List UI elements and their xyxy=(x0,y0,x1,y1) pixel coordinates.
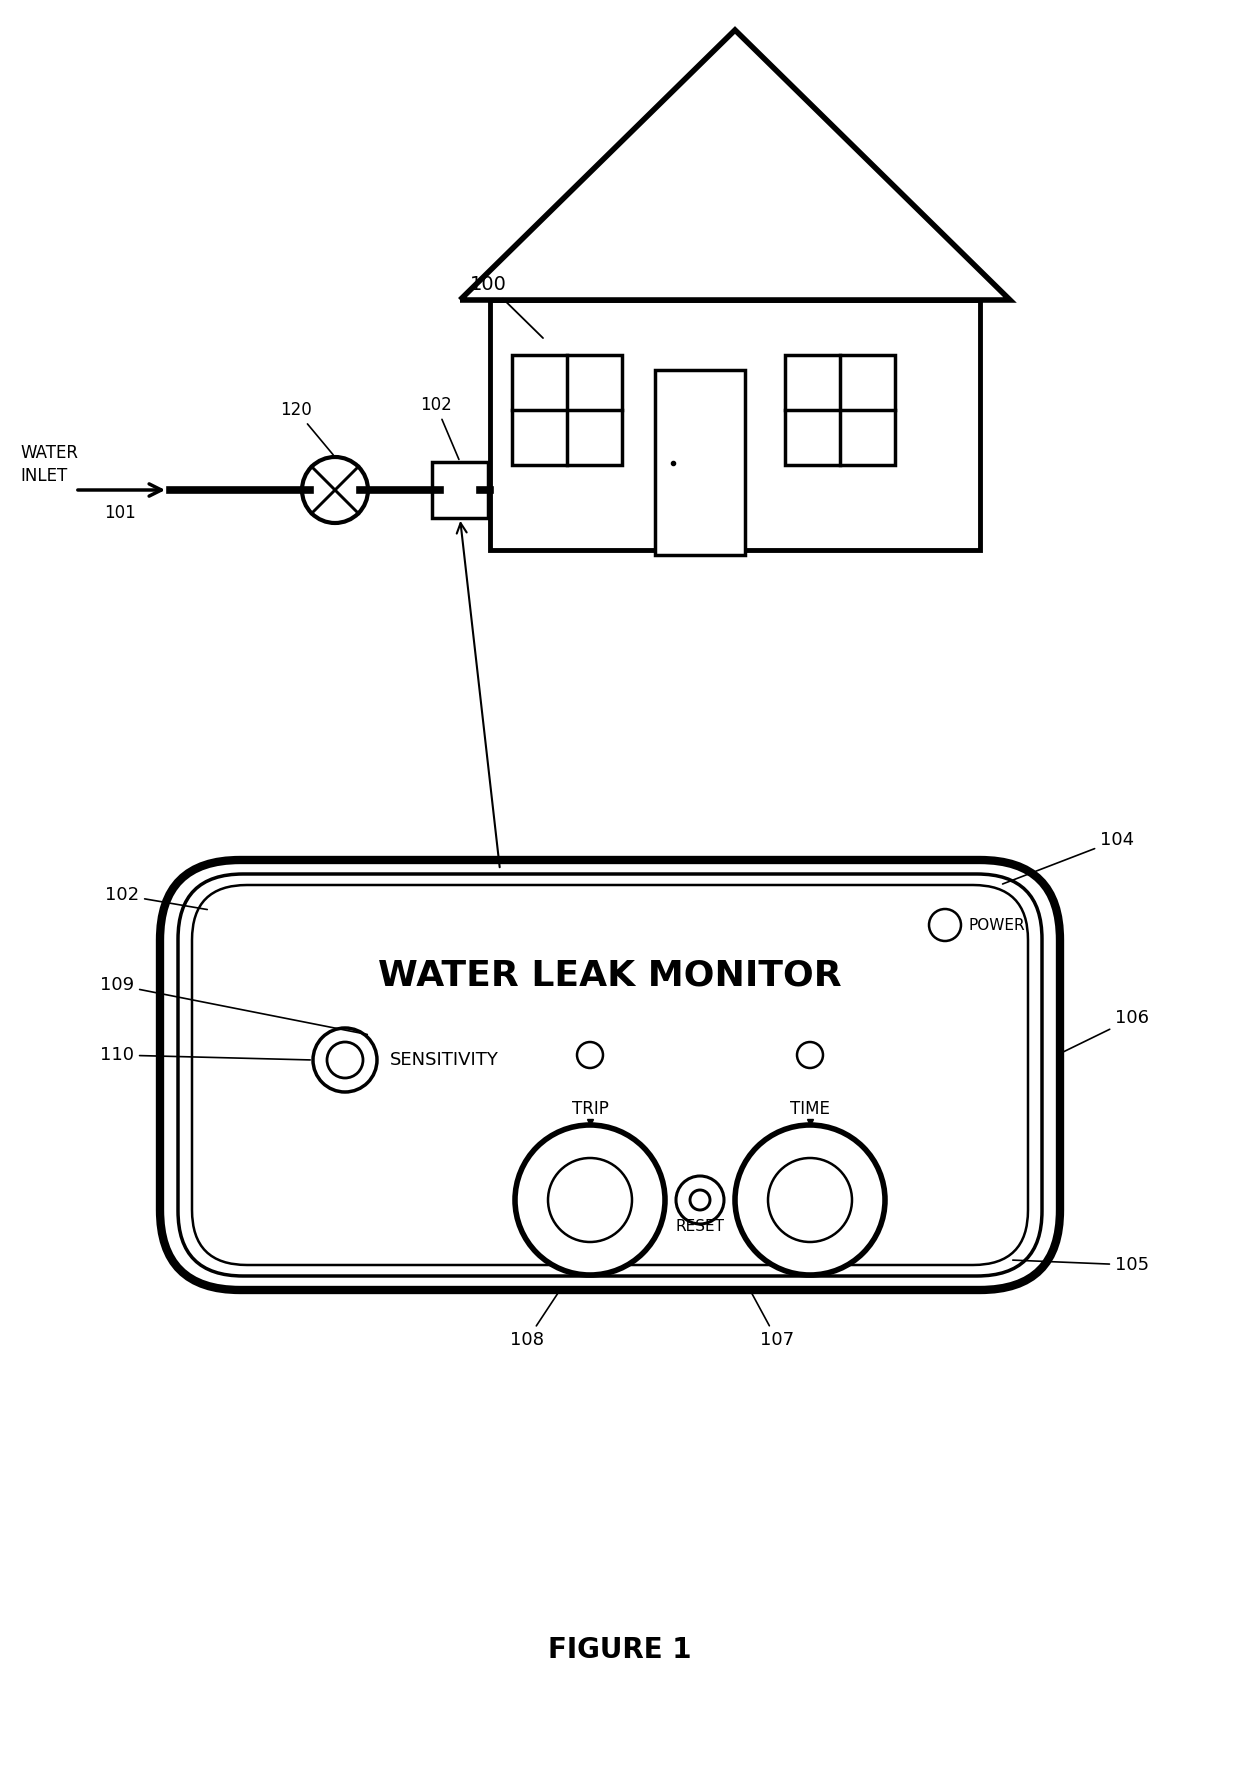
FancyBboxPatch shape xyxy=(192,885,1028,1265)
Text: WATER LEAK MONITOR: WATER LEAK MONITOR xyxy=(378,958,842,992)
Circle shape xyxy=(548,1159,632,1242)
FancyBboxPatch shape xyxy=(179,874,1042,1276)
Text: 101: 101 xyxy=(104,505,136,522)
Text: 102: 102 xyxy=(105,887,207,910)
Text: INLET: INLET xyxy=(20,467,67,485)
Text: 106: 106 xyxy=(1063,1009,1149,1052)
Text: 108: 108 xyxy=(510,1292,558,1349)
Circle shape xyxy=(929,910,961,942)
Text: 105: 105 xyxy=(1013,1256,1149,1274)
Circle shape xyxy=(735,1125,885,1276)
Circle shape xyxy=(768,1159,852,1242)
Text: POWER: POWER xyxy=(968,917,1025,933)
Text: RESET: RESET xyxy=(676,1219,724,1233)
Text: TRIP: TRIP xyxy=(572,1100,609,1118)
Bar xyxy=(432,462,489,519)
Circle shape xyxy=(577,1041,603,1068)
Circle shape xyxy=(327,1041,363,1079)
Bar xyxy=(512,355,622,466)
Circle shape xyxy=(312,1029,377,1093)
Text: FIGURE 1: FIGURE 1 xyxy=(548,1637,692,1663)
Circle shape xyxy=(303,457,368,522)
Text: 100: 100 xyxy=(470,275,543,338)
Text: 110: 110 xyxy=(100,1047,310,1064)
Circle shape xyxy=(689,1191,711,1210)
Text: 109: 109 xyxy=(100,976,367,1034)
Text: 107: 107 xyxy=(751,1292,794,1349)
Circle shape xyxy=(797,1041,823,1068)
Text: 102: 102 xyxy=(420,396,459,460)
Text: SENSITIVITY: SENSITIVITY xyxy=(391,1050,498,1070)
Bar xyxy=(655,370,745,554)
Text: 104: 104 xyxy=(1003,832,1135,883)
Circle shape xyxy=(515,1125,665,1276)
Text: 120: 120 xyxy=(280,402,334,455)
Circle shape xyxy=(676,1176,724,1224)
Text: TIME: TIME xyxy=(790,1100,830,1118)
Bar xyxy=(490,300,980,551)
Bar xyxy=(785,355,895,466)
FancyBboxPatch shape xyxy=(160,860,1060,1290)
Text: WATER: WATER xyxy=(20,444,78,462)
